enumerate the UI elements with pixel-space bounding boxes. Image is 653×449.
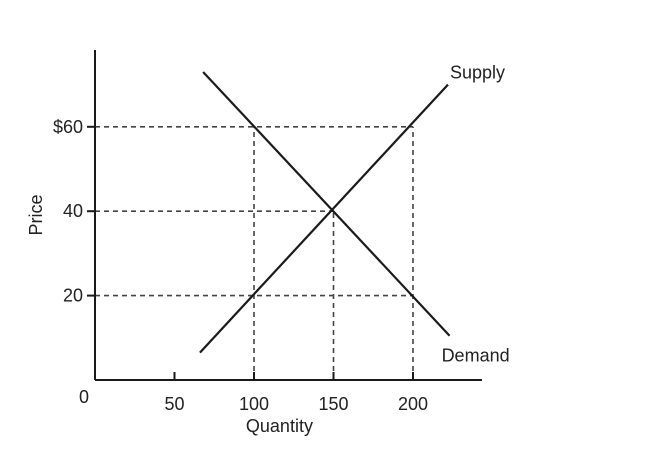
y-tick-label: $60 [53,117,83,137]
demand-label: Demand [442,346,510,366]
demand-curve [202,71,451,337]
y-tick-label: 20 [63,286,83,306]
guide-lines [95,126,414,380]
y-tick-label: 40 [63,201,83,221]
x-tick-label: 200 [398,394,428,414]
origin-label: 0 [79,387,89,407]
ticks: 20 40 $60 50 100 150 200 [53,117,428,414]
x-axis-title: Quantity [246,416,313,436]
y-axis-title: Price [26,194,46,235]
x-tick-label: 50 [164,394,184,414]
curves: Supply Demand [199,63,510,366]
x-tick-label: 100 [239,394,269,414]
x-tick-label: 150 [318,394,348,414]
supply-curve [199,83,449,354]
supply-label: Supply [450,63,505,83]
labels: 0 Quantity Price [26,194,313,436]
axes [94,50,482,381]
